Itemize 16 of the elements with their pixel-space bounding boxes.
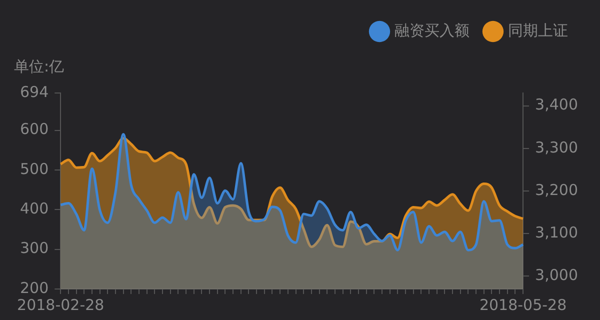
- y-tick-label: 200: [20, 278, 49, 297]
- y-tick-label: 600: [20, 120, 49, 138]
- y2-tick-label: 3,200: [535, 180, 578, 199]
- legend-label: 融资买入额: [394, 21, 470, 40]
- y2-tick-label: 3,400: [535, 96, 578, 114]
- y2-tick-label: 3,300: [535, 138, 578, 156]
- y-tick-label: 500: [20, 160, 49, 178]
- y-axis-title: 单位:亿: [14, 57, 64, 76]
- y-tick-label: 694: [20, 82, 49, 101]
- legend-label: 同期上证: [508, 21, 568, 40]
- y2-tick-label: 3,100: [535, 224, 578, 242]
- y-tick-label: 400: [20, 200, 49, 218]
- y-tick-label: 300: [20, 239, 49, 258]
- x-tick-label: 2018-05-28: [479, 296, 567, 314]
- x-tick-label: 2018-02-28: [17, 296, 104, 314]
- y2-tick-label: 3,000: [535, 266, 578, 284]
